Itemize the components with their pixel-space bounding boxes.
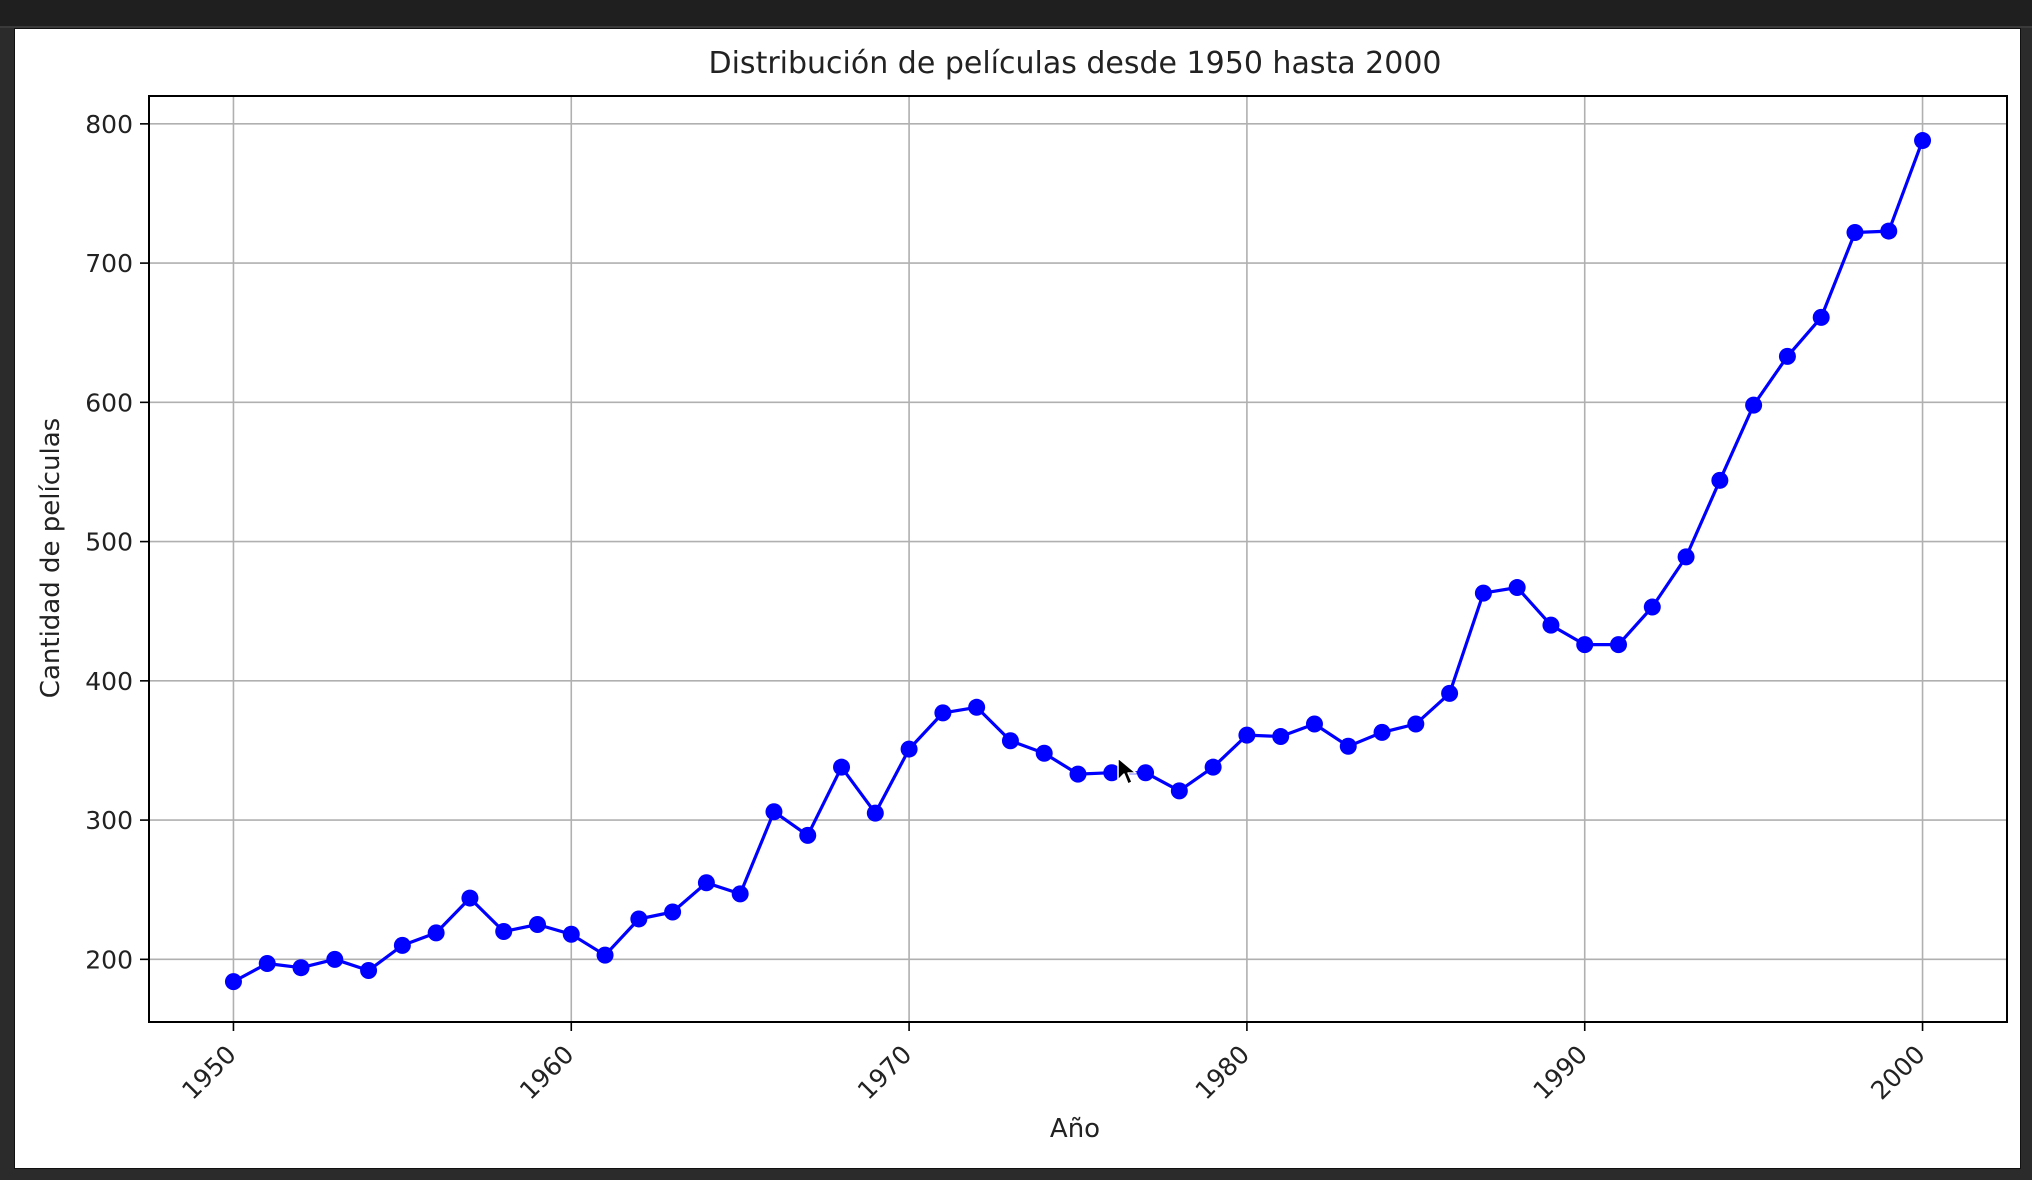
data-point <box>664 903 682 921</box>
x-tick-label: 1990 <box>1527 1040 1592 1105</box>
data-point <box>292 959 310 977</box>
x-tick-label: 1980 <box>1190 1040 1255 1105</box>
data-point <box>1542 616 1560 634</box>
y-axis-label: Cantidad de películas <box>36 418 66 698</box>
x-axis-label: Año <box>1050 1114 1100 1144</box>
data-point <box>427 924 445 942</box>
data-point <box>1711 471 1729 489</box>
data-point <box>866 804 884 822</box>
y-tick-label: 700 <box>85 249 133 278</box>
data-point <box>1778 347 1796 365</box>
data-point <box>1914 132 1932 150</box>
window-top-bar <box>0 0 2032 28</box>
data-point <box>1069 765 1087 783</box>
data-point <box>630 910 648 928</box>
data-point <box>900 740 918 758</box>
data-point <box>596 946 614 964</box>
data-point <box>1745 396 1763 414</box>
data-point <box>1035 744 1053 762</box>
y-tick-label: 800 <box>85 110 133 139</box>
data-point <box>1407 715 1425 733</box>
data-point <box>697 874 715 892</box>
data-point <box>1305 715 1323 733</box>
data-point <box>1474 584 1492 602</box>
line-chart: Distribución de películas desde 1950 has… <box>36 46 2008 1144</box>
grid-lines <box>149 96 2007 1022</box>
data-point <box>1238 726 1256 744</box>
series-layer <box>224 132 1932 991</box>
data-point <box>731 885 749 903</box>
data-point <box>326 950 344 968</box>
data-point <box>461 889 479 907</box>
data-point <box>1812 308 1830 326</box>
data-point <box>1137 764 1155 782</box>
data-point <box>224 973 242 991</box>
data-point <box>1643 598 1661 616</box>
data-point <box>1576 636 1594 654</box>
y-tick-label: 400 <box>85 667 133 696</box>
data-point <box>968 698 986 716</box>
x-tick-label: 1960 <box>514 1040 579 1105</box>
data-point <box>258 955 276 973</box>
y-tick-label: 600 <box>85 388 133 417</box>
x-tick-label: 1950 <box>176 1040 241 1105</box>
y-tick-label: 300 <box>85 806 133 835</box>
data-point <box>360 961 378 979</box>
data-point <box>1204 758 1222 776</box>
data-point <box>1373 723 1391 741</box>
data-point <box>1441 684 1459 702</box>
data-point <box>934 704 952 722</box>
data-point <box>1170 782 1188 800</box>
data-point <box>528 916 546 934</box>
x-tick-label: 1970 <box>852 1040 917 1105</box>
data-point <box>1001 732 1019 750</box>
data-point <box>1103 764 1121 782</box>
data-point <box>562 925 580 943</box>
data-point <box>1339 737 1357 755</box>
data-point <box>1846 223 1864 241</box>
data-point <box>393 936 411 954</box>
data-point <box>765 803 783 821</box>
y-tick-label: 500 <box>85 528 133 557</box>
data-point <box>833 758 851 776</box>
chart-title: Distribución de películas desde 1950 has… <box>709 46 1442 81</box>
x-tick-label: 2000 <box>1865 1040 1930 1105</box>
y-tick-label: 200 <box>85 945 133 974</box>
series-line <box>232 140 1924 984</box>
plot-area-border <box>148 95 2008 1023</box>
data-point <box>799 826 817 844</box>
mouse-cursor-icon <box>1117 757 1137 785</box>
data-point <box>495 922 513 940</box>
data-point <box>1880 222 1898 240</box>
data-point <box>1610 636 1628 654</box>
data-point <box>1508 579 1526 597</box>
data-point <box>1677 548 1695 566</box>
figure-canvas: Distribución de películas desde 1950 has… <box>14 28 2021 1169</box>
data-point <box>1272 728 1290 746</box>
